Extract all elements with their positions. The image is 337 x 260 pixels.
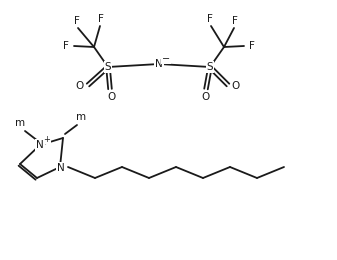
Text: F: F xyxy=(63,41,69,51)
Text: F: F xyxy=(98,14,104,24)
Text: N: N xyxy=(155,59,163,69)
Text: S: S xyxy=(207,62,213,72)
Text: m: m xyxy=(15,118,25,128)
Text: F: F xyxy=(232,16,238,26)
Text: F: F xyxy=(249,41,255,51)
Text: N: N xyxy=(36,140,44,150)
Text: N: N xyxy=(57,163,65,173)
Text: +: + xyxy=(43,134,51,144)
Text: F: F xyxy=(74,16,80,26)
Text: F: F xyxy=(207,14,213,24)
Text: −: − xyxy=(162,54,170,64)
Text: O: O xyxy=(232,81,240,91)
Text: m: m xyxy=(76,112,86,122)
Text: O: O xyxy=(76,81,84,91)
Text: O: O xyxy=(107,92,115,102)
Text: O: O xyxy=(201,92,209,102)
Text: S: S xyxy=(105,62,111,72)
